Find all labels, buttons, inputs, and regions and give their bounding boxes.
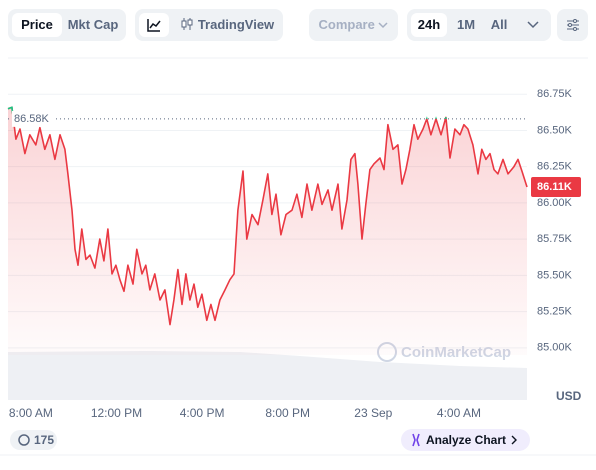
- reference-label: 86.58K: [14, 113, 50, 125]
- count: 175: [34, 433, 54, 447]
- range[interactable]: 24h: [411, 13, 447, 37]
- line-button[interactable]: [139, 13, 169, 37]
- compare-group: Compare: [309, 9, 398, 41]
- clock-icon: [18, 434, 30, 446]
- range-dropdown[interactable]: [519, 13, 547, 37]
- range-group: 24h 1M All: [407, 9, 551, 41]
- tab-group: Price Mkt Cap: [8, 9, 126, 41]
- area-fill: [8, 107, 527, 355]
- tab[interactable]: Mkt Cap: [67, 17, 119, 32]
- compare-button[interactable]: Compare: [309, 13, 398, 37]
- settings-group: [557, 9, 588, 41]
- y-tick-label: 86.75K: [537, 88, 573, 100]
- x-tick-label: 23 Sep: [354, 406, 392, 420]
- range[interactable]: 1M: [456, 17, 476, 32]
- tradingview-button[interactable]: TradingView: [175, 13, 279, 37]
- x-tick-label: 12:00 PM: [91, 406, 142, 420]
- y-tick-label: 85.25K: [537, 306, 573, 318]
- candle-icon: [181, 18, 193, 30]
- reference-label-bg: [12, 110, 54, 127]
- chevron: [378, 22, 389, 29]
- y-tick-label: 85.00K: [537, 342, 573, 354]
- current-price-label: 86.11K: [537, 181, 572, 193]
- chevron: [511, 435, 517, 445]
- x-tick-label: 4:00 PM: [180, 406, 225, 420]
- compare-label: Compare: [318, 17, 375, 32]
- analyze-icon: [412, 433, 420, 447]
- y-tick-label: 86.25K: [537, 161, 573, 173]
- line-icon: [147, 19, 161, 32]
- volume-area: [8, 351, 527, 400]
- y-tick-label: 86.50K: [537, 124, 573, 136]
- range[interactable]: All: [490, 17, 508, 32]
- tab[interactable]: Price: [12, 13, 62, 37]
- x-tick-label: 8:00 AM: [9, 406, 53, 420]
- settings-button[interactable]: [561, 13, 584, 37]
- analyze-label: Analyze Chart: [426, 433, 506, 447]
- x-tick-label: 4:00 AM: [437, 406, 481, 420]
- current-price-bg: [531, 176, 581, 197]
- settings-icon: [566, 19, 579, 31]
- chevron: [527, 21, 539, 29]
- x-tick-label: 8:00 PM: [265, 406, 310, 420]
- analyze-pill[interactable]: [401, 429, 530, 451]
- y-tick-label: 86.00K: [537, 197, 573, 209]
- tradingview-label: TradingView: [197, 17, 275, 32]
- currency-label: USD: [556, 389, 582, 403]
- y-tick-label: 85.50K: [537, 269, 573, 281]
- chart-style-group: TradingView: [135, 9, 283, 41]
- y-tick-label: 85.75K: [537, 233, 573, 245]
- price-line: [7, 106, 528, 326]
